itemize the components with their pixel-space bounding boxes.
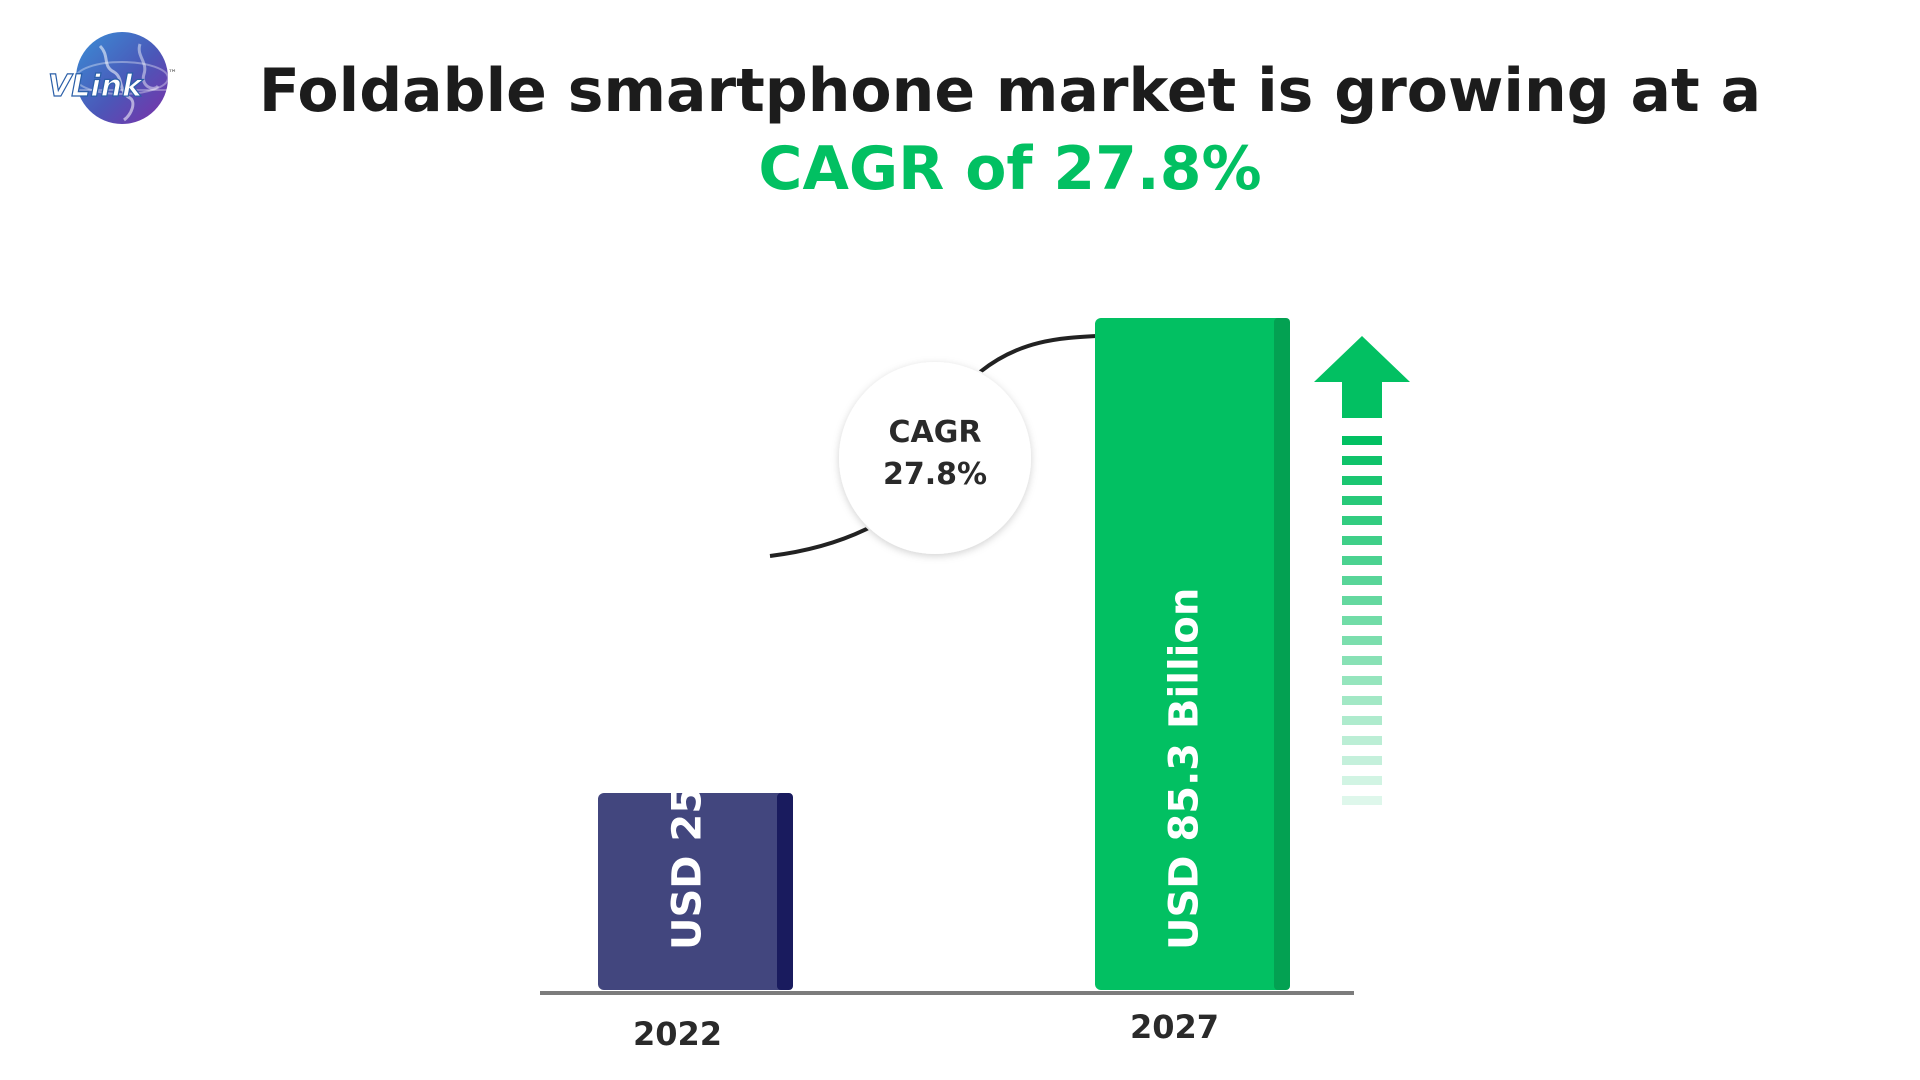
arrow-dash bbox=[1342, 516, 1382, 525]
arrow-dash bbox=[1342, 436, 1382, 445]
x-axis-tick-labels: 2022 2027 bbox=[633, 1008, 1219, 1053]
bar-body-2022 bbox=[598, 793, 793, 990]
cagr-badge-line-2: 27.8% bbox=[883, 457, 987, 492]
arrow-dash bbox=[1342, 716, 1382, 725]
cagr-badge: CAGR 27.8% bbox=[837, 360, 1033, 556]
x-tick-label-2022: 2022 bbox=[633, 1015, 722, 1053]
arrow-stem bbox=[1342, 380, 1382, 418]
arrow-dash bbox=[1342, 696, 1382, 705]
arrow-dash bbox=[1342, 476, 1382, 485]
arrow-dash bbox=[1342, 456, 1382, 465]
arrow-dash bbox=[1342, 636, 1382, 645]
growth-arrow-icon bbox=[1314, 336, 1410, 805]
bar-2022: USD 25 Billion bbox=[598, 631, 793, 990]
title-line-1: Foldable smartphone market is growing at… bbox=[258, 56, 1762, 126]
arrow-dash bbox=[1342, 596, 1382, 605]
cagr-badge-fill bbox=[839, 362, 1031, 554]
arrow-dash bbox=[1342, 496, 1382, 505]
bar-2027: USD 85.3 Billion bbox=[1095, 318, 1290, 990]
arrow-dash bbox=[1342, 756, 1382, 765]
bar-edge-2027 bbox=[1274, 318, 1290, 990]
arrow-dash bbox=[1342, 736, 1382, 745]
arrow-dash bbox=[1342, 536, 1382, 545]
cagr-badge-line-1: CAGR bbox=[889, 415, 982, 450]
bar-value-label-2027: USD 85.3 Billion bbox=[1162, 588, 1208, 950]
title-line-2-highlight: CAGR of 27.8% bbox=[758, 134, 1262, 204]
arrow-dash bbox=[1342, 796, 1382, 805]
vlink-logo: VLink ™ bbox=[40, 26, 190, 136]
logo-text: VLink bbox=[48, 69, 144, 104]
arrow-dash bbox=[1342, 776, 1382, 785]
x-tick-label-2027: 2027 bbox=[1130, 1008, 1219, 1046]
arrow-dash bbox=[1342, 616, 1382, 625]
globe-logo-icon: VLink ™ bbox=[47, 32, 177, 124]
bar-edge-2022 bbox=[777, 793, 793, 990]
page-title: Foldable smartphone market is growing at… bbox=[0, 52, 1920, 208]
bars-group: USD 25 Billion USD 85.3 Billion bbox=[598, 318, 1290, 990]
arrow-head bbox=[1314, 336, 1410, 382]
arrow-dash bbox=[1342, 576, 1382, 585]
arrow-dash bbox=[1342, 656, 1382, 665]
bar-value-label-2022: USD 25 Billion bbox=[665, 631, 711, 950]
arrow-dash bbox=[1342, 676, 1382, 685]
logo-trademark: ™ bbox=[168, 69, 177, 79]
bar-body-2027 bbox=[1095, 318, 1290, 990]
arrow-dash bbox=[1342, 556, 1382, 565]
